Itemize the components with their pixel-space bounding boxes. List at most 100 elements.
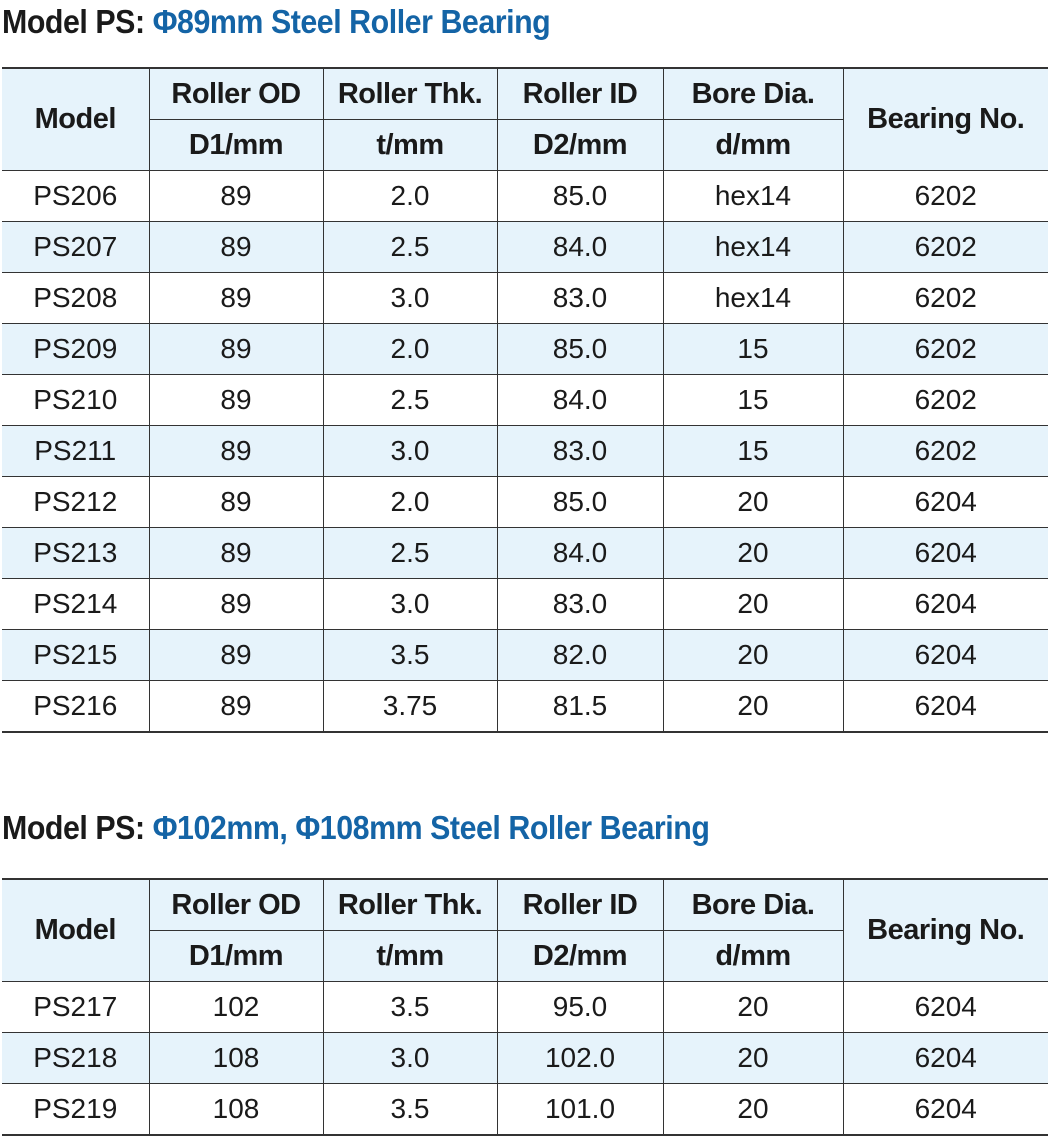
header-bearing-no: Bearing No. [842,878,1048,982]
section-title-accent: Φ102mm, Φ108mm Steel Roller Bearing [152,809,710,846]
header-roller-thk: Roller Thk. [322,878,498,931]
cell-roller-thk: 3.5 [322,1083,498,1136]
cell-roller-id: 84.0 [496,374,664,426]
header-roller-od-unit: D1/mm [149,119,324,171]
cell-bearing-no: 6204 [842,629,1048,681]
table-row: PS218 108 3.0 102.0 20 6204 [2,1032,1048,1084]
cell-roller-thk: 2.0 [322,476,498,528]
cell-bore-dia: hex14 [662,170,844,222]
cell-roller-thk: 3.5 [322,981,498,1033]
header-roller-od: Roller OD [148,878,324,931]
cell-bearing-no: 6202 [842,221,1048,273]
cell-bore-dia: hex14 [662,272,844,324]
cell-roller-thk: 2.0 [322,323,498,375]
cell-bearing-no: 6202 [842,425,1048,477]
cell-roller-thk: 3.0 [322,272,498,324]
cell-roller-od: 89 [148,323,324,375]
cell-bore-dia: 15 [662,374,844,426]
header-roller-id: Roller ID [496,67,664,120]
cell-model: PS207 [2,221,150,273]
cell-bore-dia: 20 [662,1032,844,1084]
cell-roller-od: 102 [148,981,324,1033]
cell-bore-dia: 20 [662,981,844,1033]
cell-roller-od: 89 [148,221,324,273]
cell-roller-od: 89 [148,170,324,222]
cell-roller-thk: 2.5 [322,527,498,579]
cell-roller-id: 85.0 [496,323,664,375]
header-bore-dia: Bore Dia. [662,67,844,120]
cell-model: PS216 [2,680,150,733]
cell-roller-id: 95.0 [496,981,664,1033]
cell-roller-id: 84.0 [496,527,664,579]
header-roller-od-unit: D1/mm [149,930,324,982]
section-title-89mm: Model PS: Φ89mm Steel Roller Bearing [2,0,551,44]
table-row: PS209 89 2.0 85.0 15 6202 [2,323,1048,375]
cell-bore-dia: 20 [662,680,844,733]
table-body: PS206 89 2.0 85.0 hex14 6202 PS207 89 2.5 84.0 hex… [2,170,1048,733]
cell-bearing-no: 6202 [842,272,1048,324]
section-title-prefix: Model PS: [2,3,145,40]
table-row: PS211 89 3.0 83.0 15 6202 [2,425,1048,477]
cell-roller-od: 89 [148,272,324,324]
spec-table-89mm: Model Roller OD Roller Thk. Roller ID Bo… [2,67,1048,733]
cell-bearing-no: 6202 [842,374,1048,426]
cell-model: PS210 [2,374,150,426]
cell-roller-id: 85.0 [496,170,664,222]
cell-roller-thk: 3.0 [322,578,498,630]
cell-bore-dia: 15 [662,425,844,477]
cell-model: PS213 [2,527,150,579]
cell-bore-dia: 20 [662,476,844,528]
cell-roller-id: 101.0 [496,1083,664,1136]
header-roller-thk-unit: t/mm [322,930,498,982]
cell-model: PS212 [2,476,150,528]
cell-bore-dia: 15 [662,323,844,375]
table-row: PS214 89 3.0 83.0 20 6204 [2,578,1048,630]
cell-roller-od: 89 [148,680,324,733]
cell-bore-dia: 20 [662,527,844,579]
cell-roller-id: 82.0 [496,629,664,681]
cell-model: PS214 [2,578,150,630]
header-roller-id-unit: D2/mm [496,119,664,171]
cell-bearing-no: 6202 [842,170,1048,222]
cell-roller-id: 81.5 [496,680,664,733]
cell-model: PS209 [2,323,150,375]
cell-bearing-no: 6204 [842,1032,1048,1084]
cell-bore-dia: hex14 [662,221,844,273]
cell-roller-thk: 2.0 [322,170,498,222]
cell-bearing-no: 6204 [842,680,1048,733]
table-row: PS210 89 2.5 84.0 15 6202 [2,374,1048,426]
cell-roller-od: 108 [148,1032,324,1084]
cell-roller-od: 108 [148,1083,324,1136]
header-roller-thk: Roller Thk. [322,67,498,120]
header-bore-dia: Bore Dia. [662,878,844,931]
cell-bearing-no: 6202 [842,323,1048,375]
cell-roller-thk: 3.0 [322,1032,498,1084]
table-row: PS206 89 2.0 85.0 hex14 6202 [2,170,1048,222]
header-roller-id-unit: D2/mm [496,930,664,982]
header-bore-dia-unit: d/mm [662,930,843,982]
header-model: Model [2,67,150,171]
cell-bearing-no: 6204 [842,578,1048,630]
cell-roller-thk: 3.0 [322,425,498,477]
table-row: PS207 89 2.5 84.0 hex14 6202 [2,221,1048,273]
section-title-accent: Φ89mm Steel Roller Bearing [152,3,551,40]
cell-roller-id: 83.0 [496,578,664,630]
cell-bearing-no: 6204 [842,476,1048,528]
header-roller-od: Roller OD [148,67,324,120]
table-row: PS215 89 3.5 82.0 20 6204 [2,629,1048,681]
cell-bearing-no: 6204 [842,981,1048,1033]
cell-roller-id: 102.0 [496,1032,664,1084]
cell-model: PS219 [2,1083,150,1136]
cell-roller-id: 83.0 [496,425,664,477]
section-title-102-108mm: Model PS: Φ102mm, Φ108mm Steel Roller Be… [2,806,710,850]
spec-table-102-108mm: Model Roller OD Roller Thk. Roller ID Bo… [2,878,1048,1136]
cell-model: PS218 [2,1032,150,1084]
cell-roller-id: 84.0 [496,221,664,273]
cell-roller-thk: 2.5 [322,374,498,426]
header-roller-id: Roller ID [496,878,664,931]
cell-model: PS206 [2,170,150,222]
cell-model: PS208 [2,272,150,324]
cell-roller-od: 89 [148,374,324,426]
table-row: PS208 89 3.0 83.0 hex14 6202 [2,272,1048,324]
table-row: PS213 89 2.5 84.0 20 6204 [2,527,1048,579]
